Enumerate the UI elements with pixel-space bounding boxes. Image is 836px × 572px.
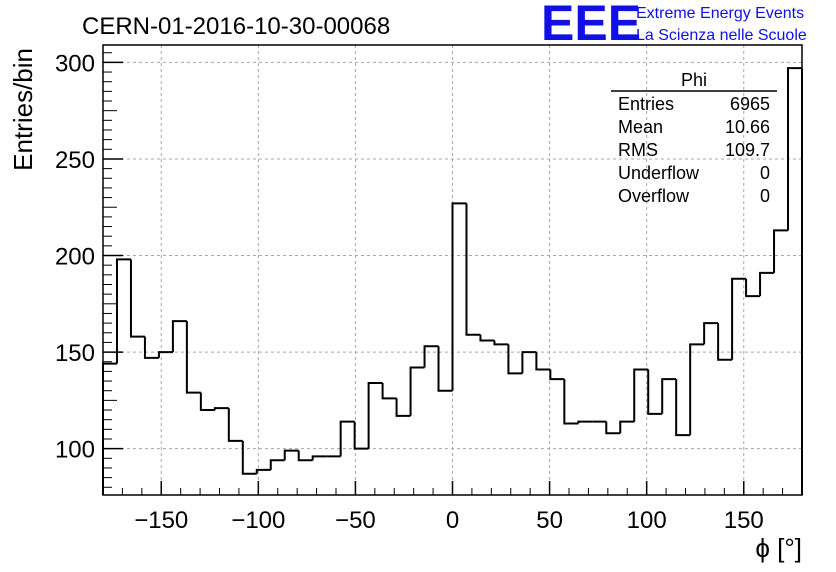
- histogram-bin: [409, 366, 425, 416]
- histogram-bin: [283, 449, 299, 461]
- stats-box: Phi Entries 6965 Mean 10.66 RMS 109.7 Underflo…: [611, 70, 777, 206]
- x-tick-label: 150: [724, 507, 764, 534]
- logo-line-1: Extreme Energy Events: [636, 5, 804, 22]
- y-axis-label: Entries/bin: [8, 48, 38, 171]
- histogram-bin: [213, 407, 229, 411]
- histogram-bin: [381, 382, 397, 400]
- histogram-bin: [773, 229, 789, 273]
- y-tick-label: 300: [55, 50, 95, 77]
- histogram-bin: [157, 351, 173, 358]
- stats-value: 109.7: [725, 140, 770, 160]
- x-tick-label: 0: [446, 507, 459, 534]
- histogram-bin: [227, 408, 243, 442]
- x-tick-label: −50: [335, 507, 376, 534]
- histogram-bin: [787, 67, 802, 231]
- logo-mark: EEE: [541, 0, 641, 51]
- stats-title: Phi: [681, 70, 707, 90]
- eee-logo: EEE Extreme Energy Events La Scienza nel…: [541, 0, 807, 51]
- histogram-bin: [269, 459, 285, 470]
- x-tick-label: −100: [231, 507, 285, 534]
- histogram-bin: [675, 379, 691, 437]
- histogram-bin: [115, 258, 131, 364]
- histogram-bin: [437, 346, 453, 392]
- y-tick-label: 100: [55, 437, 95, 464]
- histogram-bin: [661, 378, 677, 414]
- histogram-bin: [367, 381, 383, 449]
- histogram-bin: [171, 320, 187, 353]
- histogram-bin: [717, 323, 733, 361]
- y-tick-label: 250: [55, 147, 95, 174]
- histogram-bin: [647, 369, 663, 415]
- y-tick-label: 200: [55, 244, 95, 271]
- stats-value: 0: [760, 163, 770, 183]
- stats-label: Entries: [618, 94, 674, 114]
- stats-rows: Entries 6965 Mean 10.66 RMS 109.7 Underflow 0 Ov…: [618, 94, 770, 206]
- histogram-bin: [563, 379, 579, 425]
- histogram-bin: [507, 344, 523, 375]
- histogram-bin: [143, 336, 159, 359]
- stats-label: RMS: [618, 140, 658, 160]
- stats-label: Underflow: [618, 163, 700, 183]
- histogram-bin: [451, 202, 467, 391]
- histogram-bin: [731, 277, 747, 360]
- histogram-bin: [297, 450, 313, 462]
- stats-label: Overflow: [618, 186, 690, 206]
- histogram-bin: [479, 334, 495, 342]
- histogram-bin: [689, 343, 705, 436]
- histogram-bin: [353, 421, 369, 450]
- y-tick-label: 150: [55, 340, 95, 367]
- histogram-bin: [549, 369, 565, 381]
- histogram-bin: [339, 420, 355, 457]
- histogram-bin: [759, 271, 775, 297]
- stats-value: 10.66: [725, 117, 770, 137]
- axis-ticks: −150 −100 −50 0 50 100 150 100 150 200 250 300: [55, 50, 784, 534]
- chart-title: CERN-01-2016-10-30-00068: [82, 13, 390, 40]
- x-tick-label: 100: [627, 507, 667, 534]
- histogram-bin: [703, 322, 719, 345]
- histogram-bin: [129, 259, 145, 338]
- histogram-bin: [255, 468, 271, 474]
- histogram-bin: [241, 440, 257, 475]
- histogram-bin: [535, 352, 551, 371]
- histogram-bin: [185, 321, 201, 394]
- x-tick-label: −150: [134, 507, 188, 534]
- histogram-bin: [199, 392, 215, 412]
- histogram-bin: [605, 421, 621, 435]
- histogram-bin: [423, 345, 439, 368]
- histogram-bin: [633, 368, 649, 422]
- histogram-bin: [521, 351, 537, 374]
- histogram-bin: [311, 455, 327, 461]
- histogram-bin: [745, 278, 761, 298]
- stats-value: 0: [760, 186, 770, 206]
- stats-value: 6965: [730, 94, 770, 114]
- logo-line-2: La Scienza nelle Scuole: [636, 27, 807, 44]
- histogram-bin: [619, 420, 635, 434]
- x-tick-label: 50: [536, 507, 563, 534]
- histogram-bin: [465, 203, 481, 336]
- histogram-bin: [577, 420, 593, 424]
- histogram-bin: [493, 340, 509, 346]
- histogram-bin: [395, 398, 411, 417]
- x-axis-label: ϕ [°]: [755, 533, 802, 563]
- stats-label: Mean: [618, 117, 663, 137]
